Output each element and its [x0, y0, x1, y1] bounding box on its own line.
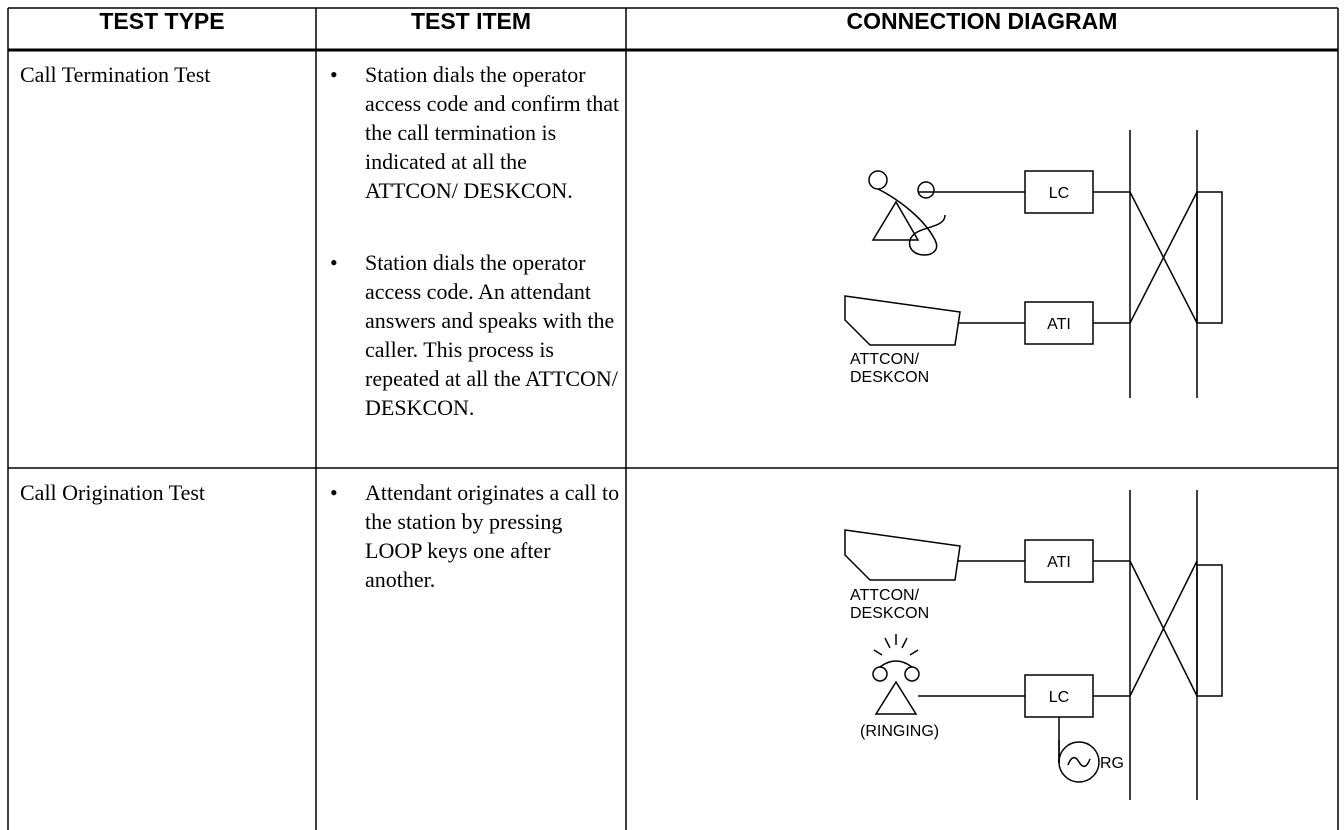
diagram-shape: [917, 181, 935, 199]
station-label: (RINGING): [860, 723, 939, 740]
test-item-text: Attendant originates a call to the stati…: [365, 480, 620, 592]
diagram-shape: [844, 529, 961, 581]
console-label: ATTCON/: [850, 587, 920, 604]
header-cell: CONNECTION DIAGRAM: [846, 8, 1118, 34]
diagram-shape: [901, 637, 908, 649]
rg-label: RG: [1100, 755, 1124, 772]
diagram-shape: [868, 170, 888, 190]
test-item: • Station dials the operator access code …: [330, 62, 620, 203]
diagram-shape: [877, 188, 946, 256]
header-cell: TEST ITEM: [410, 8, 532, 34]
console-label: DESKCON: [850, 369, 929, 386]
diagram-shape: [874, 680, 918, 715]
test-item: • Station dials the operator access code.…: [330, 248, 620, 422]
diagram-termination: LC ATI ATTCON/ DESKCON: [844, 130, 1223, 398]
test-item-text: Station dials the operator access code. …: [365, 250, 618, 420]
test-type: Call Termination Test: [20, 62, 211, 87]
diagram-shape: [1067, 756, 1091, 768]
lc-label: LC: [1049, 185, 1069, 202]
diagram-shape: [871, 200, 920, 241]
diagram-origination: ATI ATTCON/ DESKCON LC (RINGING) RG: [844, 490, 1223, 800]
ati-label: ATI: [1047, 316, 1071, 333]
header-cell: TEST TYPE: [99, 8, 225, 34]
console-label: ATTCON/: [850, 351, 920, 368]
diagram-shape: [1129, 191, 1198, 324]
console-label: DESKCON: [850, 605, 929, 622]
diagram-shape: [1058, 741, 1100, 783]
diagram-shape: [904, 666, 920, 682]
diagram-shape: [872, 666, 888, 682]
ati-label: ATI: [1047, 554, 1071, 571]
diagram-shape: [884, 637, 891, 649]
diagram-shape: [909, 649, 919, 656]
lc-label: LC: [1049, 689, 1069, 706]
diagram-shape: [1129, 560, 1198, 697]
test-item-text: Station dials the operator access code a…: [365, 62, 620, 203]
diagram-shape: [879, 660, 913, 668]
test-item: • Attendant originates a call to the stat…: [330, 480, 620, 592]
diagram-shape: [1196, 191, 1223, 324]
test-type: Call Origination Test: [20, 480, 206, 505]
diagram-shape: [1196, 564, 1223, 697]
diagram-shape: [873, 649, 883, 656]
diagram-shape: [844, 295, 961, 346]
